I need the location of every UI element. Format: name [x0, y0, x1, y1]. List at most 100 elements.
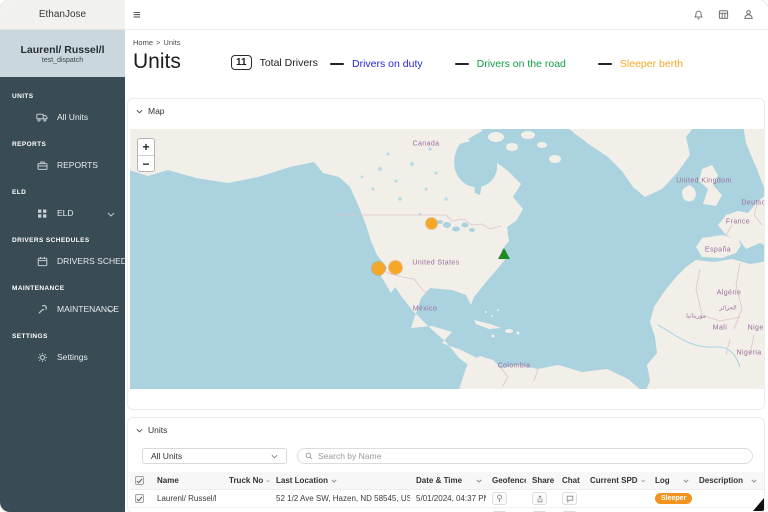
sidebar-item-label: All Units [57, 112, 89, 122]
brand-header: EthanJose [0, 0, 125, 30]
collapse-chevron-icon[interactable] [136, 106, 143, 116]
collapse-chevron-icon[interactable] [136, 425, 143, 435]
search-input[interactable] [318, 451, 745, 461]
user-subtitle: test_dispatch [41, 56, 84, 64]
table-row[interactable]: Laurenl/ Russel/l 52 1/2 Ave SW, Hazen, … [129, 490, 764, 508]
zoom-in-button[interactable]: + [142, 140, 150, 154]
units-section-title[interactable]: Units [148, 425, 168, 435]
unit-marker-sleeper[interactable] [372, 262, 385, 275]
map-country-label: Mali [712, 324, 728, 332]
gear-icon [36, 351, 48, 363]
map-country-label: France [725, 218, 751, 226]
sidebar-item-drivers-schedules[interactable]: DRIVERS SCHEDULES [0, 248, 149, 274]
calendar-grid-icon[interactable] [718, 9, 729, 20]
sidebar-item-eld[interactable]: ELD [0, 200, 125, 226]
grid-icon [36, 207, 48, 219]
status-legend: Drivers on duty Drivers on the road Slee… [330, 58, 683, 70]
sidebar-nav: UNITS All Units REPORTS REPORTS ELD ELD … [0, 77, 149, 512]
section-label-units: UNITS [12, 93, 34, 100]
sidebar-item-settings[interactable]: Settings [0, 344, 125, 370]
world-map [130, 129, 764, 389]
legend-dash [330, 62, 344, 66]
sidebar-item-all-units[interactable]: All Units [0, 104, 125, 130]
topbar: ≡ [125, 0, 768, 30]
map-country-label: Deutschland [741, 199, 764, 207]
map-country-label: موريتانيا [686, 313, 706, 320]
resize-corner-artifact [753, 498, 764, 511]
map-zoom-control: + − [137, 138, 155, 172]
breadcrumb: Home > Units [133, 38, 181, 47]
chat-button[interactable] [562, 492, 577, 505]
map-section-title[interactable]: Map [148, 106, 165, 116]
calendar-icon [36, 255, 48, 267]
user-panel[interactable]: Laurenl/ Russel/l test_dispatch [0, 30, 125, 77]
table-row[interactable]: Sleeper [129, 508, 764, 512]
map-country-label: Colombia [497, 362, 531, 370]
map-country-label: Niger [747, 324, 764, 332]
legend-item-on-road: Drivers on the road [454, 58, 566, 70]
sidebar-item-label: ELD [57, 208, 74, 218]
map-canvas[interactable]: Canada United States México Colombia Uni… [130, 129, 764, 389]
chevron-down-icon [107, 204, 115, 222]
share-button[interactable] [532, 492, 547, 505]
sidebar-item-label: MAINTENANCE [57, 304, 119, 314]
row-checkbox[interactable] [135, 494, 144, 503]
search-box [297, 448, 753, 464]
chevron-down-icon [271, 451, 278, 461]
sidebar-item-reports[interactable]: REPORTS [0, 152, 125, 178]
page-title: Units [133, 50, 181, 73]
column-header-current-spd[interactable]: Current SPD [584, 476, 649, 485]
log-status-badge: Sleeper [655, 493, 693, 504]
map-country-label: Canada [412, 140, 440, 148]
geofence-pin-button[interactable] [492, 492, 507, 505]
cell-name: Laurenl/ Russel/l [157, 494, 217, 503]
map-country-label: United Kingdom [676, 177, 732, 185]
zoom-out-button[interactable]: − [138, 155, 154, 171]
map-country-label: Nigeria [736, 349, 762, 357]
sidebar-item-label: Settings [57, 352, 88, 362]
section-label-reports: REPORTS [12, 141, 47, 148]
column-header-last-location[interactable]: Last Location [270, 476, 410, 485]
section-label-settings: SETTINGS [12, 333, 48, 340]
legend-dash [454, 62, 469, 66]
user-name: Laurenl/ Russel/l [20, 43, 105, 56]
map-section: Map [127, 98, 765, 410]
column-header-name: Name [157, 476, 179, 485]
sidebar-item-label: REPORTS [57, 160, 98, 170]
breadcrumb-home[interactable]: Home [133, 38, 154, 47]
column-header-date-time[interactable]: Date & Time [410, 476, 486, 485]
units-filter-select[interactable]: All Units [142, 448, 287, 464]
cell-date-time: 5/01/2024, 04:37 PM [416, 494, 486, 503]
total-drivers-count: 11 [231, 55, 252, 70]
truck-icon [36, 111, 48, 123]
wrench-icon [36, 303, 48, 315]
column-header-log[interactable]: Log [649, 476, 693, 485]
user-icon[interactable] [743, 9, 754, 20]
map-country-label: España [704, 246, 732, 254]
section-label-maintenance: MAINTENANCE [12, 285, 65, 292]
unit-marker-sleeper[interactable] [389, 261, 402, 274]
cell-last-location: 52 1/2 Ave SW, Hazen, ND 58545, USA [276, 494, 410, 503]
unit-marker-sleeper[interactable] [426, 218, 437, 229]
menu-icon[interactable]: ≡ [133, 7, 141, 22]
legend-dash [597, 62, 612, 66]
column-header-truck-no[interactable]: Truck No [223, 476, 270, 485]
table-header-row: Name Truck No Last Location Date & Time … [129, 472, 764, 490]
column-header-chat: Chat [562, 476, 580, 485]
sidebar-item-maintenance[interactable]: MAINTENANCE [0, 296, 125, 322]
bell-icon[interactable] [693, 9, 704, 20]
column-header-description[interactable]: Description [693, 476, 764, 485]
map-country-label: الجزائر [719, 305, 737, 312]
select-all-checkbox[interactable] [135, 476, 144, 485]
legend-item-sleeper: Sleeper berth [597, 58, 683, 70]
section-label-eld: ELD [12, 189, 27, 196]
units-section: Units All Units Name Truck No Last Locat… [127, 417, 765, 512]
legend-item-on-duty: Drivers on duty [330, 58, 423, 70]
chevron-down-icon [107, 300, 115, 318]
section-label-drivers-schedules: DRIVERS SCHEDULES [12, 237, 90, 244]
sidebar-item-label: DRIVERS SCHEDULES [57, 256, 150, 266]
map-country-label: United States [412, 259, 460, 267]
unit-marker-on-road[interactable] [498, 248, 510, 259]
brand-name: EthanJose [38, 9, 87, 20]
